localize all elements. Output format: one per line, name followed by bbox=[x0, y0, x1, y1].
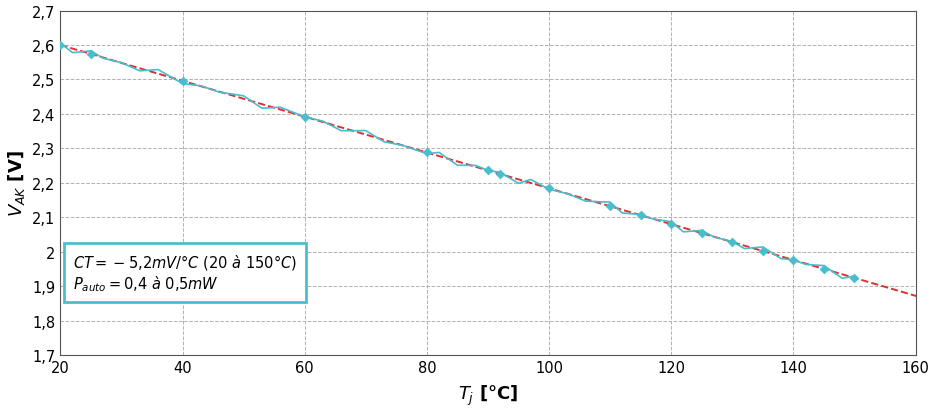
Point bbox=[175, 78, 190, 85]
X-axis label: $T_{j}$ [°C]: $T_{j}$ [°C] bbox=[458, 383, 518, 408]
Point bbox=[847, 275, 862, 282]
Point bbox=[603, 204, 618, 210]
Point bbox=[53, 43, 68, 49]
Point bbox=[694, 230, 709, 237]
Point bbox=[633, 212, 648, 219]
Point bbox=[664, 221, 679, 228]
Point bbox=[816, 266, 831, 273]
Point bbox=[83, 52, 98, 58]
Point bbox=[725, 239, 740, 246]
Point bbox=[481, 168, 496, 174]
Point bbox=[541, 185, 556, 192]
Point bbox=[785, 257, 800, 263]
Point bbox=[493, 171, 508, 178]
Point bbox=[420, 150, 435, 157]
Y-axis label: $V_{AK}$ [V]: $V_{AK}$ [V] bbox=[6, 150, 26, 217]
Text: $CT = -5{,}2mV/°C\ (20\ à\ 150°C)$
$P_{auto}=0{,}4\ à\ 0{,}5mW$: $CT = -5{,}2mV/°C\ (20\ à\ 150°C)$ $P_{a… bbox=[73, 252, 297, 294]
Point bbox=[755, 248, 770, 255]
Point bbox=[297, 114, 312, 121]
